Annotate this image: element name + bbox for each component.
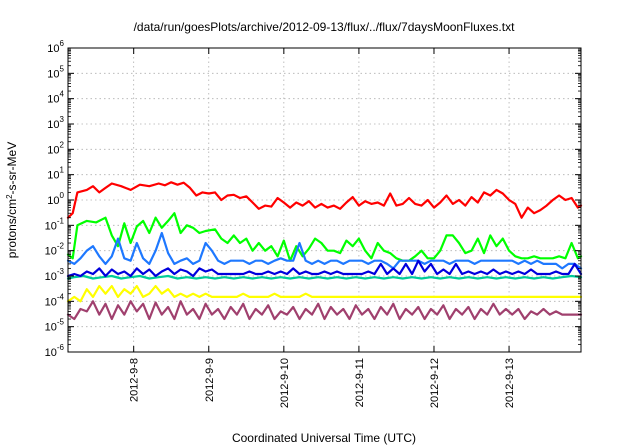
y-tick-exponent: -4: [57, 292, 65, 301]
y-axis-label-pre: protons/cm: [5, 199, 19, 258]
y-tick-exponent: 2: [60, 140, 65, 149]
x-tick-label: 2012-9-11: [354, 358, 366, 407]
y-tick-base: 10: [47, 119, 59, 131]
y-tick-exponent: -6: [57, 343, 65, 352]
y-tick-label: 10-1: [45, 216, 65, 232]
y-tick-label: 105: [47, 64, 64, 80]
y-tick-base: 10: [47, 43, 59, 55]
y-tick-label: 106: [47, 39, 64, 55]
y-tick-exponent: 5: [60, 64, 65, 73]
y-tick-label: 103: [47, 115, 64, 131]
y-tick-exponent: 3: [60, 115, 65, 124]
y-axis-label: protons/cm2-s-sr-MeV: [5, 142, 20, 258]
y-axis-label-post: -s-sr-MeV: [5, 142, 19, 195]
series-line-5: [66, 259, 583, 278]
y-tick-label: 102: [47, 140, 64, 156]
series-layer: [66, 181, 583, 321]
x-tick-label: 2012-9-10: [279, 358, 291, 408]
x-tick-label: 2012-9-8: [129, 358, 141, 402]
series-line-2: [66, 212, 583, 262]
series-line-4: [66, 274, 583, 280]
y-tick-label: 100: [47, 191, 64, 207]
y-tick-label: 10-2: [45, 242, 65, 258]
y-tick-label: 104: [47, 90, 64, 106]
y-tick-label: 10-6: [45, 343, 65, 359]
y-tick-base: 10: [45, 322, 57, 334]
y-tick-base: 10: [45, 347, 57, 359]
y-tick-base: 10: [47, 144, 59, 156]
y-tick-exponent: -3: [57, 267, 65, 276]
x-tick-label: 2012-9-13: [504, 358, 516, 408]
y-tick-exponent: -2: [57, 242, 65, 251]
y-tick-exponent: 0: [60, 191, 65, 200]
y-tick-base: 10: [45, 220, 57, 232]
chart-title: /data/run/goesPlots/archive/2012-09-13/f…: [134, 20, 516, 34]
grid: [68, 48, 581, 352]
x-axis-label: Coordinated Universal Time (UTC): [232, 431, 416, 445]
y-tick-label: 10-5: [45, 318, 65, 334]
y-tick-base: 10: [47, 68, 59, 80]
y-tick-exponent: -5: [57, 318, 65, 327]
y-tick-exponent: -1: [57, 216, 65, 225]
y-tick-label: 10-3: [45, 267, 65, 283]
series-line-6: [66, 285, 583, 303]
y-tick-exponent: 6: [60, 39, 65, 48]
y-tick-base: 10: [45, 246, 57, 258]
ticks: [68, 47, 581, 353]
y-tick-labels: 10-610-510-410-310-210-11001011021031041…: [45, 39, 65, 359]
y-axis-label-sup: 2: [5, 194, 14, 199]
series-line-7: [66, 300, 583, 321]
y-tick-label: 10-4: [45, 292, 65, 308]
y-tick-base: 10: [45, 271, 57, 283]
x-tick-labels: 2012-9-8 2012-9-9 2012-9-10 2012-9-11 2012-9…: [129, 358, 516, 408]
x-tick-label: 2012-9-9: [204, 358, 216, 402]
y-tick-label: 101: [47, 166, 64, 182]
y-tick-base: 10: [45, 296, 57, 308]
y-tick-exponent: 4: [60, 90, 65, 99]
y-tick-exponent: 1: [60, 166, 65, 175]
series-line-3: [66, 231, 583, 270]
x-tick-label: 2012-9-12: [429, 358, 441, 408]
series-line-1: [66, 181, 583, 219]
y-tick-base: 10: [47, 195, 59, 207]
y-tick-base: 10: [47, 94, 59, 106]
y-tick-base: 10: [47, 170, 59, 182]
